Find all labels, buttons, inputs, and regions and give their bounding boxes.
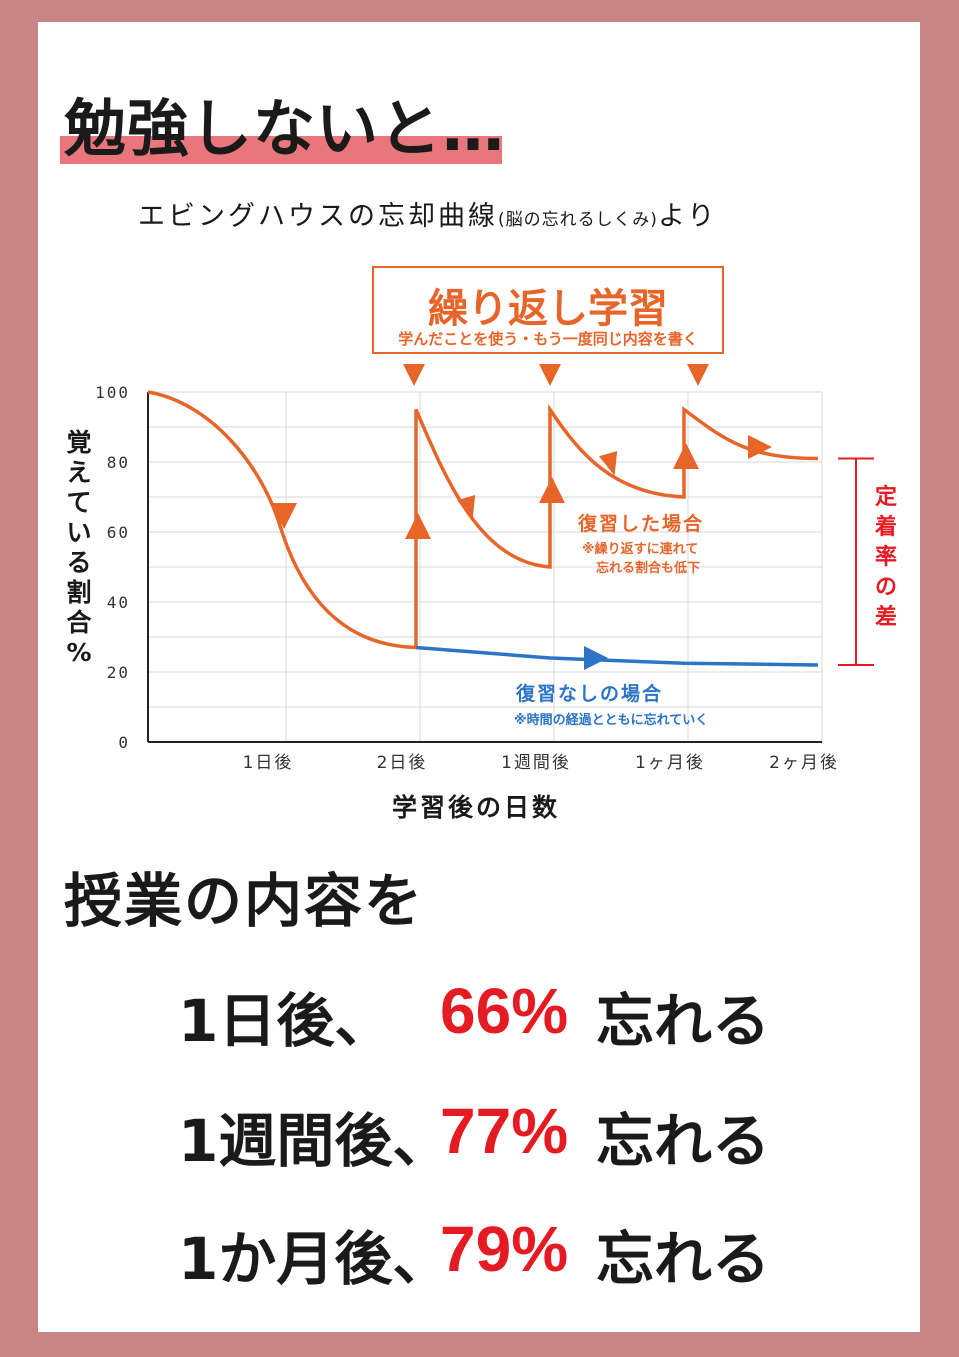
repeat-learning-title: 繰り返し学習 bbox=[428, 286, 668, 332]
difference-annotation: 差 bbox=[875, 604, 897, 630]
stat-row-1day: 1日後、 66% 忘れる bbox=[178, 974, 818, 1055]
y-axis-label-char: る bbox=[66, 548, 92, 577]
review-arrow-up bbox=[405, 513, 431, 539]
review-arrow-up bbox=[673, 443, 699, 469]
title-underline bbox=[60, 136, 502, 164]
series-note-reviewed: 忘れる割合も低下 bbox=[596, 560, 700, 576]
curve-arrow-down bbox=[599, 451, 618, 476]
y-tick-label: 60 bbox=[107, 523, 130, 542]
stat-percent: 77% bbox=[440, 1095, 569, 1167]
review-arrow-up bbox=[539, 477, 565, 503]
curve-arrow-down bbox=[457, 495, 476, 520]
y-axis-label-char: 覚 bbox=[66, 428, 92, 457]
subtitle: エビングハウスの忘却曲線(脳の忘れるしくみ)より bbox=[138, 194, 717, 233]
y-tick-label: 40 bbox=[107, 593, 130, 612]
x-tick-label: 2ヶ月後 bbox=[769, 753, 839, 773]
stat-when: 1か月後、 bbox=[178, 1225, 451, 1293]
y-axis-label: 覚えている割合% bbox=[64, 428, 94, 668]
y-tick-label: 20 bbox=[107, 663, 130, 682]
subtitle-suffix: より bbox=[657, 201, 718, 232]
series-label-reviewed: 復習した場合 bbox=[577, 512, 704, 535]
x-tick-label: 1ヶ月後 bbox=[635, 753, 705, 773]
difference-annotation: 定 bbox=[875, 484, 897, 510]
stat-forget: 忘れる bbox=[596, 987, 771, 1055]
curve-arrow-right bbox=[584, 646, 608, 670]
x-axis-label: 学習後の日数 bbox=[392, 793, 561, 822]
x-tick-label: 1週間後 bbox=[501, 753, 571, 773]
curve-arrow-right bbox=[748, 435, 772, 459]
x-tick-label: 2日後 bbox=[377, 753, 428, 773]
repeat-marker-icon bbox=[687, 364, 709, 386]
stat-when: 1日後、 bbox=[178, 987, 393, 1055]
subtitle-main: エビングハウスの忘却曲線 bbox=[138, 201, 498, 232]
subtitle-note: (脳の忘れるしくみ) bbox=[498, 210, 658, 230]
stat-forget: 忘れる bbox=[596, 1107, 771, 1175]
series-note-reviewed: ※繰り返すに連れて bbox=[582, 541, 698, 557]
difference-annotation: 率 bbox=[875, 544, 897, 570]
y-axis-label-char: え bbox=[66, 458, 92, 487]
lecture-heading: 授業の内容を bbox=[64, 867, 425, 935]
y-tick-label: 80 bbox=[107, 453, 130, 472]
y-axis-label-char: 割 bbox=[66, 578, 92, 607]
difference-annotation: 着 bbox=[874, 514, 897, 540]
stat-row-1month: 1か月後、 79% 忘れる bbox=[178, 1212, 818, 1293]
stat-when: 1週間後、 bbox=[178, 1107, 451, 1175]
poster-paper bbox=[38, 22, 920, 1332]
series-note-no-review: ※時間の経過とともに忘れていく bbox=[514, 712, 708, 728]
stat-forget: 忘れる bbox=[596, 1225, 771, 1293]
series-label-no-review: 復習なしの場合 bbox=[515, 682, 663, 705]
repeat-marker-icon bbox=[539, 364, 561, 386]
curve-arrow-down bbox=[271, 503, 297, 529]
repeat-learning-subtitle: 学んだことを使う・もう一度同じ内容を書く bbox=[398, 330, 698, 348]
series-line-reviewed bbox=[147, 390, 819, 650]
repeat-marker-icon bbox=[403, 364, 425, 386]
y-axis-label-char: % bbox=[66, 638, 92, 667]
stat-percent: 79% bbox=[440, 1213, 569, 1285]
y-axis-label-char: 合 bbox=[66, 608, 92, 637]
repeat-learning-box: 繰り返し学習 学んだことを使う・もう一度同じ内容を書く bbox=[372, 266, 724, 354]
y-axis-label-char: て bbox=[66, 488, 92, 517]
difference-annotation: の bbox=[875, 575, 897, 600]
series-line-no-review bbox=[415, 645, 819, 667]
stat-row-1week: 1週間後、 77% 忘れる bbox=[178, 1094, 818, 1175]
y-tick-label: 0 bbox=[118, 733, 130, 752]
x-tick-label: 1日後 bbox=[243, 753, 294, 773]
page-title: 勉強しないと… bbox=[64, 92, 506, 165]
y-tick-label: 100 bbox=[95, 383, 130, 402]
y-axis-label-char: い bbox=[66, 518, 92, 547]
stat-percent: 66% bbox=[440, 975, 569, 1047]
